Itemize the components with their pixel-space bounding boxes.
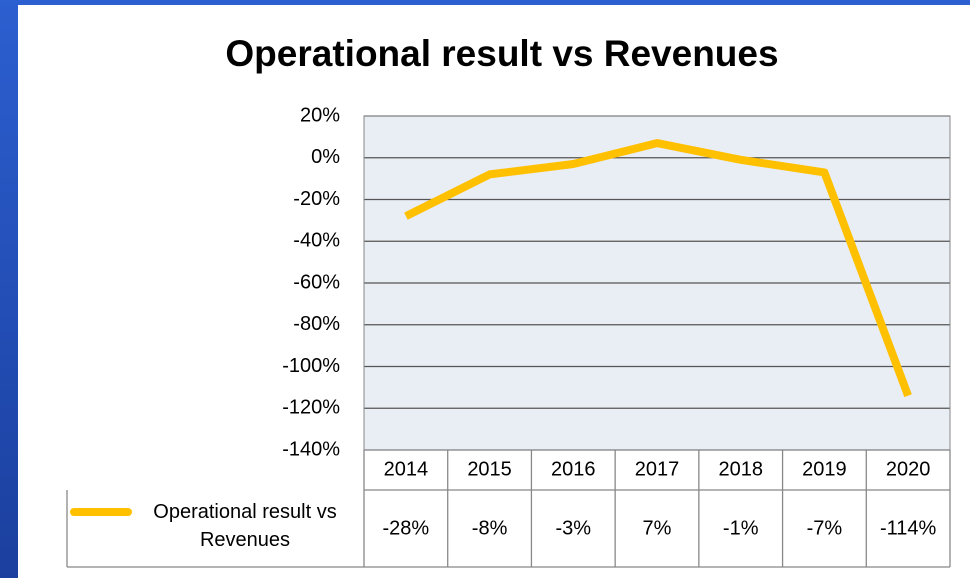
data-label: -28% (383, 517, 430, 539)
x-tick-label: 2019 (802, 458, 847, 480)
chart-title: Operational result vs Revenues (225, 33, 778, 74)
x-tick-label: 2015 (467, 458, 512, 480)
line (404, 139, 912, 398)
y-tick-label: -140% (282, 438, 340, 460)
legend: Operational result vs Revenues (153, 501, 337, 551)
y-tick-label: -60% (293, 271, 340, 293)
y-tick-label: 20% (300, 104, 340, 126)
x-tick-label: 2017 (635, 458, 680, 480)
y-tick-label: 0% (311, 146, 340, 168)
legend-label: Operational result vs Revenues (153, 501, 337, 551)
data-label: -3% (555, 517, 591, 539)
x-tick-label: 2014 (384, 458, 429, 480)
data-label: 7% (643, 517, 672, 539)
x-tick-label: 2016 (551, 458, 596, 480)
data-label: -7% (807, 517, 843, 539)
x-tick-label: 2020 (886, 458, 931, 480)
data-label: -8% (472, 517, 508, 539)
y-tick-label: -100% (282, 355, 340, 377)
data-label: -1% (723, 517, 759, 539)
y-tick-label: -20% (293, 188, 340, 210)
y-tick-label: -40% (293, 230, 340, 252)
y-tick-label: -80% (293, 313, 340, 335)
plot-border (363, 115, 951, 451)
y-tick-label: -120% (282, 397, 340, 419)
x-tick-label: 2018 (718, 458, 763, 480)
data-label: -114% (880, 517, 937, 539)
